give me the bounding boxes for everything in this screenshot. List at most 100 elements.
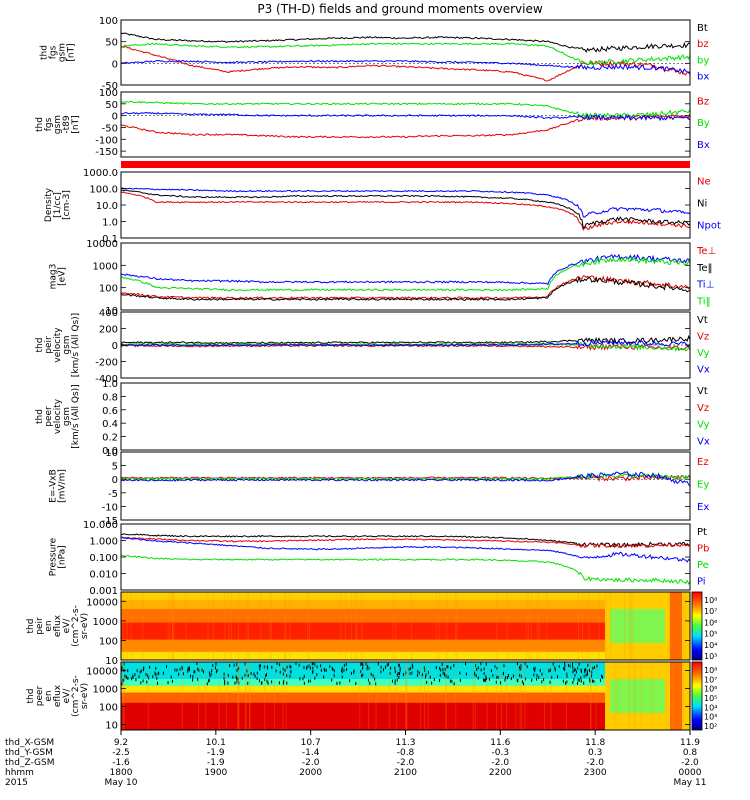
heat-speck — [145, 672, 147, 676]
heat-streak — [169, 592, 171, 660]
heat-speck — [497, 675, 499, 679]
heat-streak — [589, 662, 591, 730]
heat-speck — [256, 671, 258, 675]
heat-streak — [375, 662, 377, 730]
heat-speck — [477, 676, 479, 680]
heat-streak — [388, 662, 390, 730]
heat-speck — [211, 668, 213, 672]
heat-speck — [212, 663, 214, 667]
heat-speck — [593, 665, 595, 669]
heat-streak — [212, 592, 214, 660]
y-axis-label: (cm^2-s- — [71, 675, 81, 717]
heat-speck — [261, 681, 263, 685]
heat-speck — [236, 669, 238, 673]
heat-speck — [423, 666, 425, 670]
heat-speck — [149, 665, 151, 669]
heat-speck — [399, 669, 401, 673]
y-tick-label: 0.0 — [102, 446, 118, 457]
heat-speck — [250, 671, 252, 675]
heat-streak — [269, 592, 271, 660]
panel-frame — [120, 451, 691, 521]
heat-speck — [580, 670, 582, 674]
heat-streak — [526, 592, 528, 660]
heat-speck — [284, 668, 286, 672]
colorbar-tick-label: 10⁸ — [704, 666, 717, 675]
heat-speck — [237, 677, 239, 681]
series-line-bx — [121, 59, 690, 74]
heat-speck — [360, 670, 362, 674]
heat-speck — [258, 679, 260, 683]
heat-streak — [345, 592, 347, 660]
heat-streak — [282, 662, 284, 730]
heat-speck — [341, 675, 343, 679]
y-tick-label: 10000 — [86, 667, 118, 678]
y-axis-label: eflux — [53, 684, 63, 707]
heat-band — [121, 702, 605, 730]
heat-speck — [586, 672, 588, 676]
heat-speck — [412, 665, 414, 669]
heat-speck — [345, 662, 347, 666]
heat-streak — [590, 662, 592, 730]
series-line-Ni — [121, 189, 690, 229]
heat-speck — [143, 666, 145, 670]
heat-speck — [567, 663, 569, 667]
heat-speck — [140, 681, 142, 685]
y-tick-label: 1000 — [93, 685, 118, 696]
heat-speck — [343, 668, 345, 672]
series-group — [121, 187, 690, 231]
heat-streak — [356, 592, 358, 660]
heat-streak — [486, 662, 488, 730]
heat-speck — [361, 662, 363, 666]
heat-streak — [519, 662, 521, 730]
heat-speck — [311, 670, 313, 674]
heat-streak — [185, 592, 187, 660]
heat-speck — [234, 681, 236, 685]
x-tick-label-hhmm: 2000 — [299, 768, 322, 778]
heat-speck — [518, 665, 520, 669]
heat-speck — [167, 681, 169, 685]
heat-speck — [216, 669, 218, 673]
x-row-label: hhmm — [5, 768, 34, 778]
heat-speck — [453, 682, 455, 686]
heat-speck — [289, 674, 291, 678]
heat-speck — [341, 669, 343, 673]
heat-speck — [569, 664, 571, 668]
y-axis-label: velocity — [53, 327, 63, 363]
heat-speck — [237, 667, 239, 671]
heat-speck — [396, 673, 398, 677]
y-tick-label: 10000 — [86, 239, 118, 250]
heat-streak — [630, 592, 632, 660]
series-group — [121, 32, 690, 82]
series-line-Pi — [121, 536, 690, 563]
heat-streak — [682, 662, 684, 730]
heat-speck — [539, 669, 541, 673]
heat-streak — [536, 592, 538, 660]
heat-speck — [522, 680, 524, 684]
heat-speck — [580, 679, 582, 683]
heat-speck — [558, 664, 560, 668]
heat-speck — [534, 669, 536, 673]
heat-speck — [314, 662, 316, 666]
heat-speck — [488, 677, 490, 681]
heat-speck — [349, 679, 351, 683]
heat-speck — [157, 672, 159, 676]
heat-speck — [425, 673, 427, 677]
heat-speck — [572, 670, 574, 674]
heat-speck — [135, 678, 137, 682]
x-tick-label-z: -2.0 — [397, 758, 415, 768]
heat-speck — [238, 681, 240, 685]
heat-speck — [178, 672, 180, 676]
heat-speck — [303, 666, 305, 670]
y-tick-label: 10 — [105, 306, 118, 317]
legend-label: Vz — [697, 331, 709, 342]
y-axis-label: thd — [35, 338, 45, 353]
y-tick-label: -10 — [102, 502, 118, 513]
heat-speck — [449, 679, 451, 683]
heat-speck — [258, 664, 260, 668]
heat-speck — [512, 674, 514, 678]
x-tick-label-y: -2.5 — [112, 748, 130, 758]
heat-speck — [536, 677, 538, 681]
heat-speck — [510, 677, 512, 681]
heat-speck — [302, 677, 304, 681]
legend-label: Ex — [697, 502, 709, 513]
